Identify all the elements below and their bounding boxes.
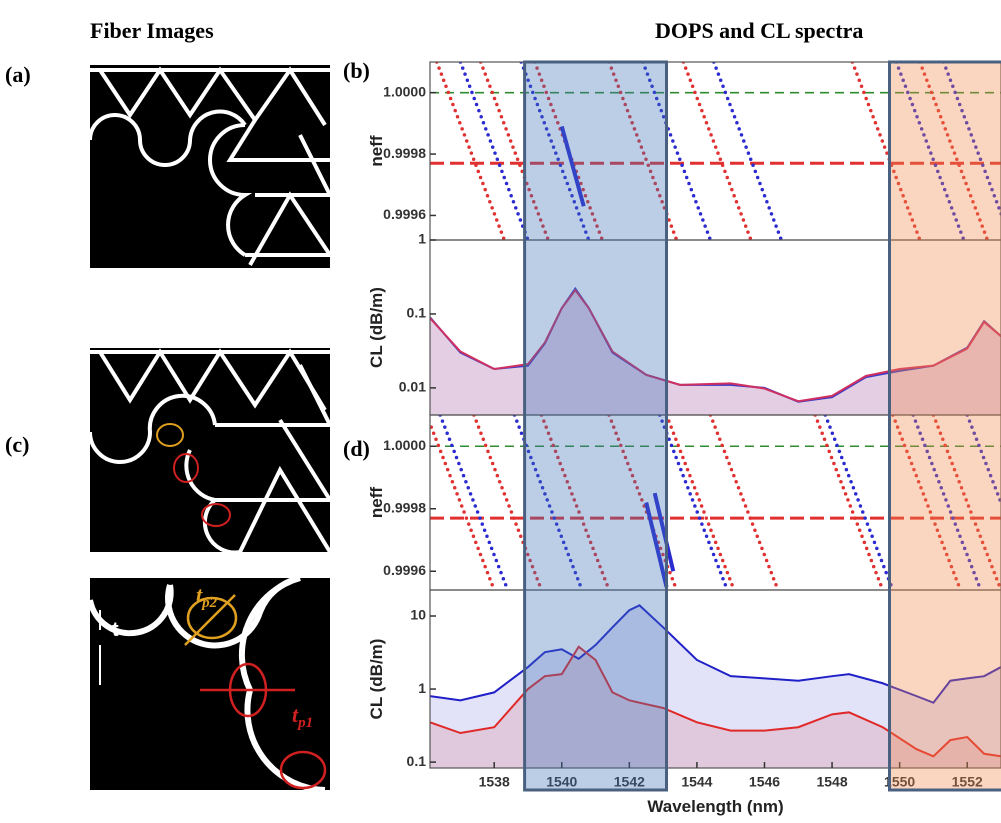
y-tick-label: 0.1 xyxy=(407,305,427,321)
series-line xyxy=(891,415,963,590)
area xyxy=(430,646,1001,768)
y-axis-label: CL (dB/m) xyxy=(367,287,386,368)
panel-label: (b) xyxy=(343,58,370,83)
fiber-image-zoom xyxy=(87,575,330,793)
panel-label: (d) xyxy=(343,436,370,461)
y-tick-label: 1.0000 xyxy=(383,437,426,453)
plot-area xyxy=(430,286,1001,415)
x-tick-label: 1548 xyxy=(816,774,847,790)
series-line xyxy=(438,415,510,590)
label-base: t xyxy=(196,582,203,607)
series-line xyxy=(430,288,1001,403)
series-line xyxy=(941,62,1001,219)
highlight-region xyxy=(888,60,1001,792)
series-line xyxy=(435,62,507,240)
series-line xyxy=(911,415,983,590)
y-axis-label: neff xyxy=(367,487,386,519)
x-tick-label: 1538 xyxy=(479,774,510,790)
y-tick-label: 0.9996 xyxy=(383,562,426,578)
fiber-image-c xyxy=(88,348,334,555)
series-line xyxy=(532,62,605,240)
thickness-label: tp1 xyxy=(292,702,313,731)
y-tick-label: 0.9996 xyxy=(383,206,426,222)
plot-frame xyxy=(429,589,1001,769)
series-line xyxy=(458,62,530,240)
area xyxy=(430,605,1001,768)
y-tick-label: 1 xyxy=(418,680,426,696)
area xyxy=(430,288,1001,415)
header: DOPS and CL spectra xyxy=(655,18,863,43)
series-line xyxy=(478,62,551,240)
series-line xyxy=(850,62,922,240)
series-line xyxy=(664,415,736,590)
x-axis-label: Wavelength (nm) xyxy=(647,797,783,816)
series-line xyxy=(644,502,669,588)
x-tick-label: 1552 xyxy=(952,774,983,790)
panel-label: (c) xyxy=(5,432,29,457)
y-tick-label: 0.9998 xyxy=(383,145,426,161)
x-tick-label: 1546 xyxy=(749,774,780,790)
thickness-label: t xyxy=(112,619,119,641)
x-tick-label: 1544 xyxy=(681,774,712,790)
series-line xyxy=(708,415,780,590)
series-line xyxy=(539,415,611,590)
plot-area xyxy=(430,604,1001,768)
series-line xyxy=(641,62,713,240)
series-line xyxy=(823,415,895,590)
series-line xyxy=(658,415,730,590)
x-tick-label: 1550 xyxy=(884,774,915,790)
y-tick-label: 0.1 xyxy=(407,753,427,769)
series-line xyxy=(813,415,885,590)
series-line xyxy=(430,645,1001,758)
series-line xyxy=(965,415,1001,508)
series-line xyxy=(472,415,544,590)
series-line xyxy=(607,62,679,240)
panel-label: (a) xyxy=(5,62,31,87)
y-tick-label: 0.9998 xyxy=(383,499,426,515)
y-tick-label: 10 xyxy=(410,607,426,623)
series-line xyxy=(430,604,1001,704)
label-sub: p1 xyxy=(296,715,313,731)
y-axis-label: neff xyxy=(367,135,386,167)
y-tick-label: 0.01 xyxy=(399,379,426,395)
area xyxy=(430,290,1001,415)
plot-area xyxy=(430,415,1001,590)
series-line xyxy=(430,418,496,590)
x-tick-label: 1540 xyxy=(546,774,577,790)
thickness-label: tp2 xyxy=(196,582,218,611)
series-line xyxy=(894,62,966,240)
plot-area xyxy=(430,62,1001,240)
series-line xyxy=(559,125,586,207)
fiber-image-a xyxy=(88,65,334,268)
y-axis-label: CL (dB/m) xyxy=(367,639,386,720)
series-line xyxy=(918,62,990,240)
series-line xyxy=(519,62,591,240)
y-tick-label: 1 xyxy=(418,231,426,247)
x-tick-label: 1542 xyxy=(614,774,645,790)
y-tick-label: 1.0000 xyxy=(383,83,426,99)
series-line xyxy=(652,492,676,572)
label-base: t xyxy=(292,702,299,727)
header: Fiber Images xyxy=(90,18,214,43)
series-line xyxy=(931,415,1001,590)
label-sub: p2 xyxy=(200,595,218,611)
series-line xyxy=(681,62,753,240)
highlight-region xyxy=(523,60,669,792)
series-line xyxy=(712,62,784,240)
